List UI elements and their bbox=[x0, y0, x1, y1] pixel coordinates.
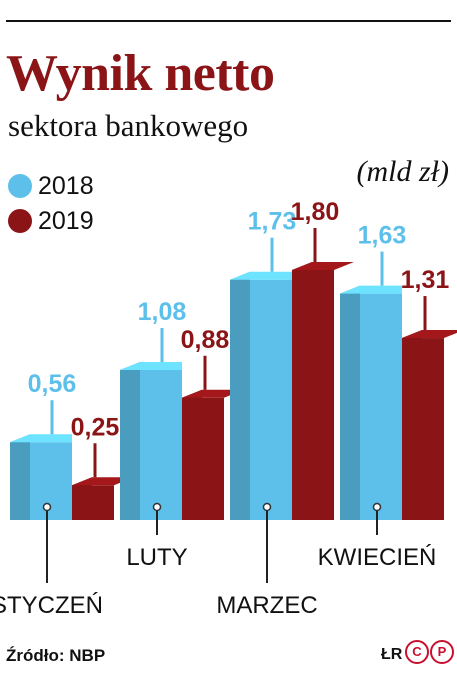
bar-2018-3 bbox=[360, 293, 402, 520]
bar-2018-1 bbox=[140, 370, 182, 520]
legend-swatch-2018 bbox=[8, 174, 32, 198]
unit-label: (mld zł) bbox=[356, 155, 450, 188]
author-credit: ŁR bbox=[381, 646, 403, 663]
value-label-2018-1: 1,08 bbox=[138, 298, 187, 326]
bar-2018-2 bbox=[250, 279, 292, 520]
legend-swatch-2019 bbox=[8, 209, 32, 233]
legend-item-2019: 2019 bbox=[8, 207, 94, 235]
bar-top-2018-3 bbox=[340, 285, 402, 294]
bar-top-2018-1 bbox=[120, 362, 182, 370]
chart-title: Wynik netto bbox=[6, 45, 275, 102]
bar-top-2018-2 bbox=[230, 271, 292, 280]
bar-2019-0 bbox=[72, 485, 114, 520]
top-rule bbox=[6, 20, 451, 22]
bar-2019-3 bbox=[402, 338, 444, 520]
category-label-0: STYCZEŃ bbox=[0, 592, 103, 619]
bar-top-2018-0 bbox=[10, 434, 72, 443]
category-label-3: KWIECIEŃ bbox=[318, 544, 437, 571]
category-marker-2 bbox=[262, 502, 272, 512]
bar-side-2018-3 bbox=[340, 285, 360, 520]
bar-2019-2 bbox=[292, 270, 334, 520]
category-label-1: LUTY bbox=[126, 544, 187, 571]
value-label-2019-0: 0,25 bbox=[71, 413, 120, 441]
legend-label-2018: 2018 bbox=[38, 172, 94, 200]
logo-letter-p: P bbox=[430, 640, 454, 664]
bar-top-2019-2 bbox=[292, 262, 354, 270]
value-label-2018-3: 1,63 bbox=[358, 222, 407, 250]
chart-subtitle: sektora bankowego bbox=[8, 108, 249, 143]
value-label-2019-2: 1,80 bbox=[291, 198, 340, 226]
legend-item-2018: 2018 bbox=[8, 172, 94, 200]
bar-top-2019-1 bbox=[182, 389, 244, 398]
source-note: Źródło: NBP bbox=[6, 646, 106, 665]
publisher-logo: C P bbox=[404, 640, 454, 664]
legend-label-2019: 2019 bbox=[38, 207, 94, 235]
value-label-2018-2: 1,73 bbox=[248, 208, 297, 236]
category-label-2: MARZEC bbox=[216, 592, 317, 619]
value-label-2018-0: 0,56 bbox=[28, 370, 77, 398]
category-marker-1 bbox=[152, 502, 162, 512]
bar-side-2018-0 bbox=[10, 434, 30, 520]
category-marker-3 bbox=[372, 502, 382, 512]
category-marker-0 bbox=[42, 502, 52, 512]
logo-letter-c: C bbox=[405, 640, 429, 664]
value-label-2019-3: 1,31 bbox=[401, 266, 450, 294]
bar-top-2019-3 bbox=[402, 330, 457, 339]
bar-side-2018-1 bbox=[120, 362, 140, 520]
bar-side-2018-2 bbox=[230, 271, 250, 520]
bar-2019-1 bbox=[182, 397, 224, 520]
value-label-2019-1: 0,88 bbox=[181, 326, 230, 354]
bar-top-2019-0 bbox=[72, 477, 134, 486]
